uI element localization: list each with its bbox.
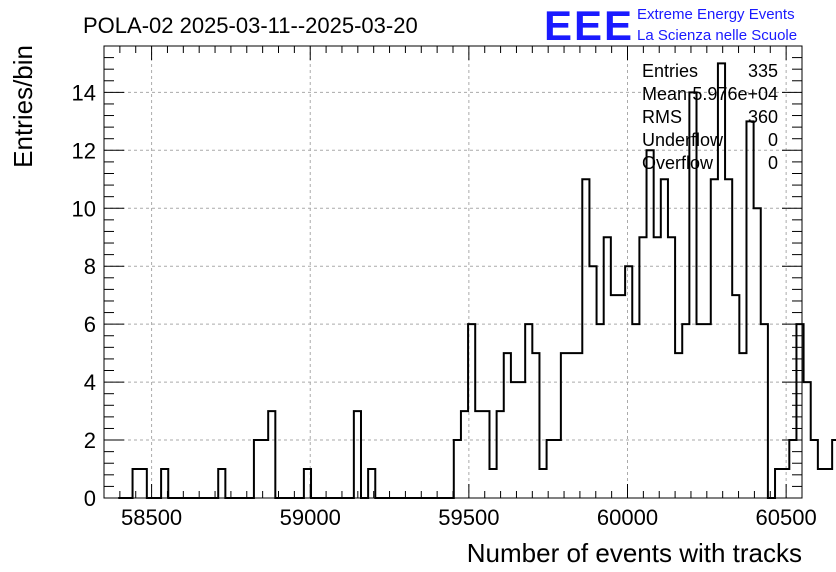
stats-label: RMS	[642, 107, 682, 127]
axis-ticks	[103, 46, 803, 499]
stats-label: Overflow	[642, 153, 714, 173]
y-tick-label: 8	[84, 254, 96, 279]
stats-label: Mean	[642, 84, 687, 104]
grid-lines	[104, 46, 802, 498]
x-tick-label: 60000	[597, 505, 658, 530]
stats-box: Entries 335 Mean 5.976e+04 RMS 360 Underflow 0 O…	[642, 61, 778, 173]
y-tick-label: 4	[84, 370, 96, 395]
y-tick-label: 0	[84, 486, 96, 511]
stats-value: 0	[768, 130, 778, 150]
x-tick-label: 58500	[121, 505, 182, 530]
logo-mark: EEE	[544, 2, 634, 49]
y-tick-label: 6	[84, 312, 96, 337]
x-tick-label: 59500	[438, 505, 499, 530]
stats-value: 0	[768, 153, 778, 173]
stats-label: Entries	[642, 61, 698, 81]
y-axis-label: Entries/bin	[8, 45, 38, 168]
stats-value: 5.976e+04	[692, 84, 778, 104]
stats-value: 335	[748, 61, 778, 81]
plot-frame	[103, 45, 803, 499]
x-axis-label: Number of events with tracks	[467, 538, 802, 568]
eee-logo: EEE Extreme Energy Events La Scienza nel…	[544, 2, 797, 49]
y-tick-label: 2	[84, 428, 96, 453]
histogram-outline	[118, 62, 836, 499]
chart-title: POLA-02 2025-03-11--2025-03-20	[83, 13, 418, 38]
y-tick-label: 10	[72, 196, 96, 221]
logo-line2: La Scienza nelle Scuole	[637, 27, 797, 44]
y-tick-label: 12	[72, 138, 96, 163]
tick-labels: 58500 59000 59500 60000 60500 0 2 4 6 8 10 12 14	[72, 80, 817, 530]
stats-label: Underflow	[642, 130, 724, 150]
y-tick-label: 14	[72, 80, 96, 105]
x-tick-label: 59000	[280, 505, 341, 530]
logo-line1: Extreme Energy Events	[637, 6, 795, 23]
x-tick-label: 60500	[756, 505, 817, 530]
stats-value: 360	[748, 107, 778, 127]
